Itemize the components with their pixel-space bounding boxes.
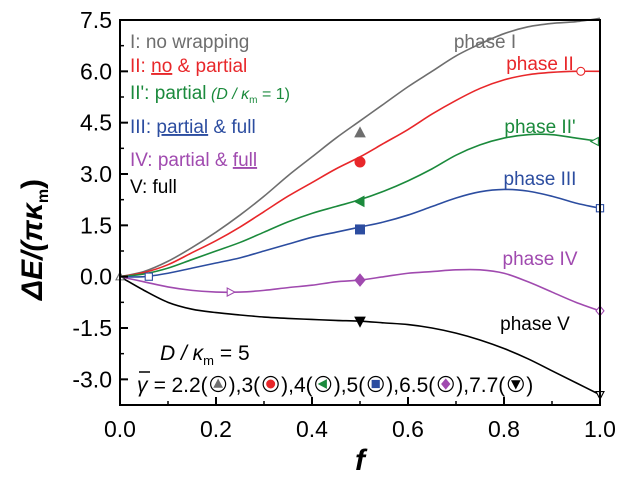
phase-label-3: phase II' [504,117,575,138]
param-ratio: D / κm = 5 [160,342,250,368]
y-tick-label: 7.5 [80,7,112,33]
x-tick-label: 0.8 [488,416,520,442]
x-tick-label: 0.6 [392,416,424,442]
y-tick-label: 1.5 [80,212,112,238]
legend-entry-2: II: no & partial [130,56,247,77]
data-marker-4 [356,225,365,234]
phase-label-5: phase IV [503,249,578,270]
y-tick-label: -3.0 [72,366,112,392]
gamma-marker-2 [267,380,275,388]
data-marker-12 [227,288,235,296]
phase-label-4: phase III [504,169,577,190]
legend-entry-5: IV: partial & full [130,150,257,171]
legend-entry-1: I: no wrapping [130,32,249,53]
data-marker-5 [355,274,365,286]
y-tick-label: 3.0 [80,161,112,187]
x-tick-label: 0.2 [200,416,232,442]
data-marker-3 [355,196,365,206]
legend-entry-3: II': partial (D / κm = 1) [130,83,290,106]
y-tick-label: 4.5 [80,110,112,136]
phase-label-2: phase II [506,54,574,75]
y-axis-title: ΔE/(πκm) [16,179,52,301]
phase-label-6: phase V [500,314,570,335]
phase-legend: I: no wrapping II: no & partial II': parti… [130,32,290,198]
param-gamma-list: γ = 2.2( ),3( ),4( ),5( ),6.5( ),7.7( ) [137,374,533,397]
y-tick-label: 6.0 [80,58,112,84]
parameter-annotation: D / κm = 5 γ = 2.2( ),3( ),4( ),5( ),6.5(… [137,342,533,397]
y-tick-label: -1.5 [72,315,112,341]
x-axis-title: f [355,444,368,477]
data-marker-1 [355,127,365,137]
x-tick-label: 1.0 [584,416,616,442]
legend-entry-4: III: partial & full [130,117,256,138]
legend-entry-6: V: full [130,177,177,198]
data-marker-2 [355,157,365,167]
data-marker-7 [577,67,585,75]
phase-label-1: phase I [454,32,516,53]
y-tick-label: 0.0 [80,264,112,290]
data-marker-13 [145,273,152,280]
x-tick-label: 0.4 [296,416,328,442]
gamma-marker-4 [372,380,379,387]
x-tick-label: 0.0 [104,416,136,442]
data-marker-8 [591,137,599,145]
